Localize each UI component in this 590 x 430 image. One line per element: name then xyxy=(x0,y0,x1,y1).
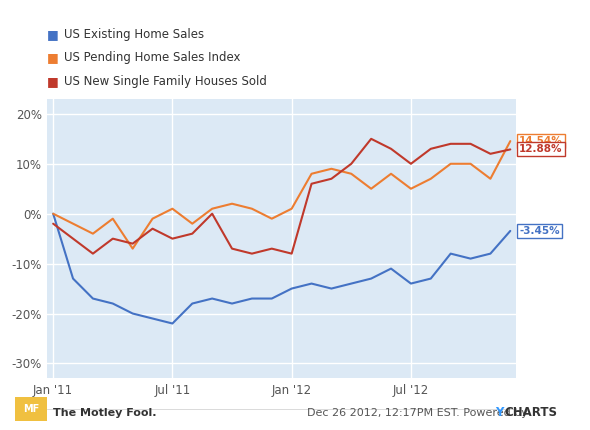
Text: The Motley Fool.: The Motley Fool. xyxy=(53,408,156,418)
Text: ■: ■ xyxy=(47,28,59,41)
Text: US Existing Home Sales: US Existing Home Sales xyxy=(64,28,204,41)
Text: 12.88%: 12.88% xyxy=(519,144,563,154)
Text: ■: ■ xyxy=(47,52,59,64)
Text: US New Single Family Houses Sold: US New Single Family Houses Sold xyxy=(64,75,267,88)
Text: Y: Y xyxy=(496,406,504,419)
Text: 14.54%: 14.54% xyxy=(519,136,563,146)
Text: -3.45%: -3.45% xyxy=(519,226,560,236)
Text: ■: ■ xyxy=(47,75,59,88)
Text: Dec 26 2012, 12:17PM EST. Powered by: Dec 26 2012, 12:17PM EST. Powered by xyxy=(307,408,531,418)
Text: MF: MF xyxy=(23,404,39,414)
Text: US Pending Home Sales Index: US Pending Home Sales Index xyxy=(64,52,240,64)
Text: CHARTS: CHARTS xyxy=(504,406,558,419)
